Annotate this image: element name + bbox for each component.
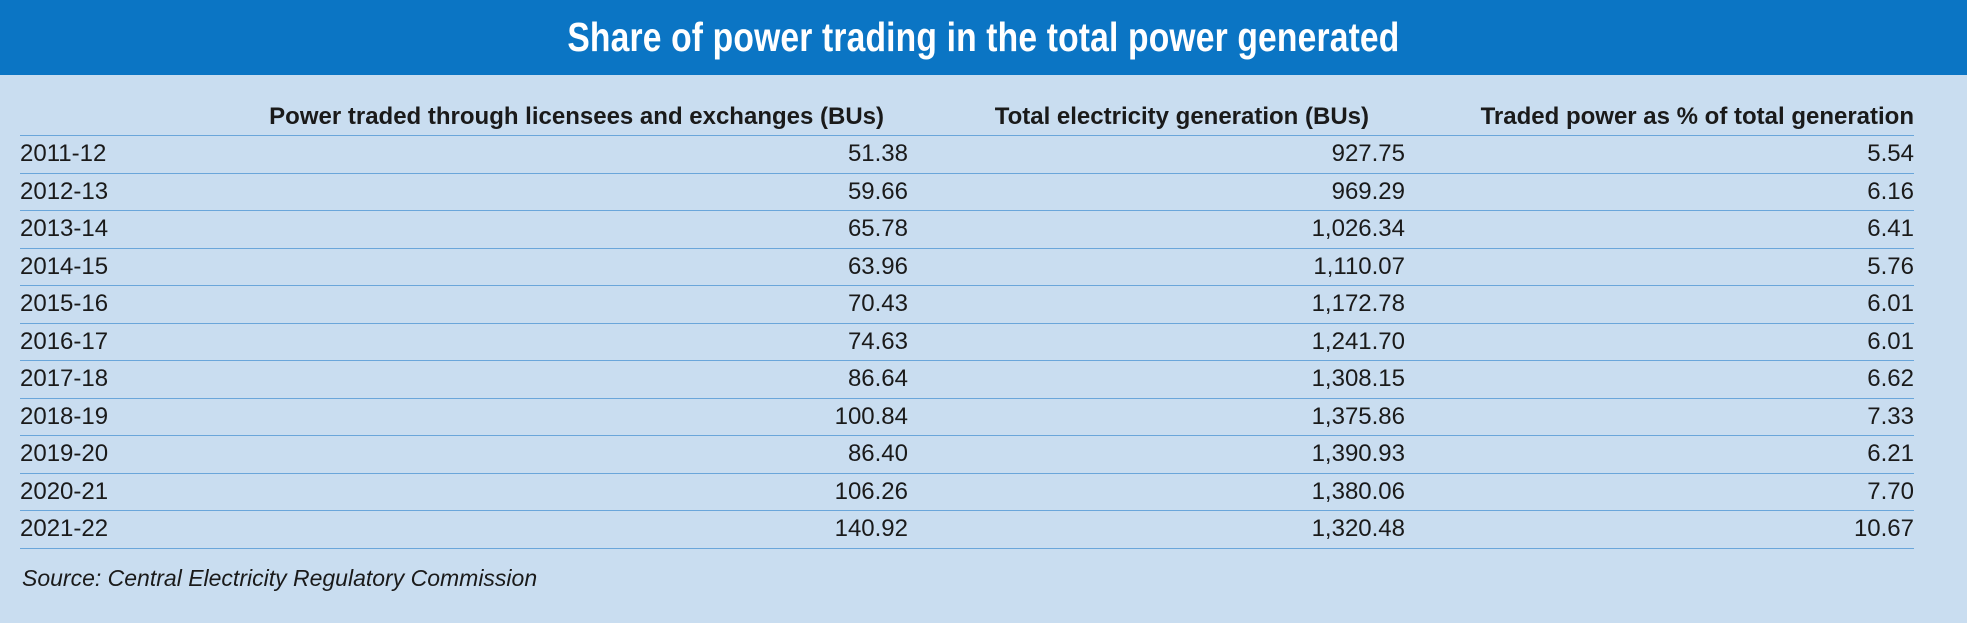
table-row: 2019-20 86.40 1,390.93 6.21 <box>20 435 1914 474</box>
cell-generation: 1,026.34 <box>908 210 1405 249</box>
cell-generation: 1,390.93 <box>908 435 1405 474</box>
cell-share: 6.62 <box>1405 360 1914 399</box>
cell-year: 2015-16 <box>20 285 200 324</box>
cell-generation: 1,320.48 <box>908 510 1405 549</box>
cell-traded: 74.63 <box>200 323 908 361</box>
cell-year: 2017-18 <box>20 360 200 399</box>
cell-generation: 927.75 <box>908 135 1405 174</box>
cell-share: 7.70 <box>1405 473 1914 511</box>
table-row: 2017-18 86.64 1,308.15 6.62 <box>20 360 1914 399</box>
source-note: Source: Central Electricity Regulatory C… <box>22 565 538 591</box>
cell-year: 2013-14 <box>20 210 200 249</box>
cell-year: 2018-19 <box>20 398 200 436</box>
cell-share: 10.67 <box>1405 510 1914 549</box>
table-row: 2014-15 63.96 1,110.07 5.76 <box>20 248 1914 286</box>
cell-generation: 1,241.70 <box>908 323 1405 361</box>
cell-share: 6.41 <box>1405 210 1914 249</box>
cell-generation: 1,308.15 <box>908 360 1405 399</box>
cell-traded: 63.96 <box>200 248 908 286</box>
cell-traded: 65.78 <box>200 210 908 249</box>
cell-year: 2014-15 <box>20 248 200 286</box>
cell-year: 2016-17 <box>20 323 200 361</box>
cell-share: 7.33 <box>1405 398 1914 436</box>
cell-share: 6.21 <box>1405 435 1914 474</box>
title-bar: Share of power trading in the total powe… <box>0 0 1967 75</box>
cell-traded: 86.40 <box>200 435 908 474</box>
cell-year: 2020-21 <box>20 473 200 511</box>
table-row: 2012-13 59.66 969.29 6.16 <box>20 173 1914 211</box>
cell-share: 5.54 <box>1405 135 1914 174</box>
cell-traded: 51.38 <box>200 135 908 174</box>
table-row: 2011-12 51.38 927.75 5.54 <box>20 135 1914 174</box>
column-header-traded: Power traded through licensees and excha… <box>200 96 908 136</box>
cell-year: 2011-12 <box>20 135 200 174</box>
table-row: 2015-16 70.43 1,172.78 6.01 <box>20 285 1914 324</box>
cell-share: 6.01 <box>1405 323 1914 361</box>
cell-generation: 1,110.07 <box>908 248 1405 286</box>
cell-traded: 100.84 <box>200 398 908 436</box>
chart-title: Share of power trading in the total powe… <box>567 14 1400 60</box>
cell-generation: 1,172.78 <box>908 285 1405 324</box>
cell-generation: 1,375.86 <box>908 398 1405 436</box>
table-row: 2013-14 65.78 1,026.34 6.41 <box>20 210 1914 249</box>
table-row: 2018-19 100.84 1,375.86 7.33 <box>20 398 1914 436</box>
column-header-generation: Total electricity generation (BUs) <box>908 96 1405 136</box>
data-table: Power traded through licensees and excha… <box>20 96 1914 549</box>
table-row: 2020-21 106.26 1,380.06 7.70 <box>20 473 1914 511</box>
cell-year: 2021-22 <box>20 510 200 549</box>
cell-share: 5.76 <box>1405 248 1914 286</box>
cell-share: 6.16 <box>1405 173 1914 211</box>
cell-year: 2019-20 <box>20 435 200 474</box>
cell-traded: 106.26 <box>200 473 908 511</box>
table-row: 2021-22 140.92 1,320.48 10.67 <box>20 510 1914 549</box>
cell-share: 6.01 <box>1405 285 1914 324</box>
cell-traded: 59.66 <box>200 173 908 211</box>
cell-traded: 70.43 <box>200 285 908 324</box>
table-body: 2011-12 51.38 927.75 5.54 2012-13 59.66 969.29… <box>20 135 1914 549</box>
column-header-share: Traded power as % of total generation <box>1405 96 1914 136</box>
cell-year: 2012-13 <box>20 173 200 211</box>
cell-traded: 140.92 <box>200 510 908 549</box>
column-header-year <box>20 96 200 136</box>
cell-generation: 969.29 <box>908 173 1405 211</box>
header-row: Power traded through licensees and excha… <box>20 96 1914 136</box>
table-row: 2016-17 74.63 1,241.70 6.01 <box>20 323 1914 361</box>
cell-generation: 1,380.06 <box>908 473 1405 511</box>
cell-traded: 86.64 <box>200 360 908 399</box>
